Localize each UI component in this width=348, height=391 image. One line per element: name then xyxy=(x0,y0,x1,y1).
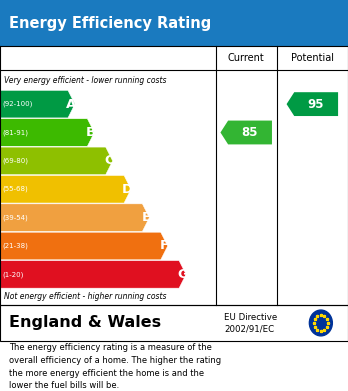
Text: Very energy efficient - lower running costs: Very energy efficient - lower running co… xyxy=(4,75,167,85)
Text: F: F xyxy=(160,240,169,253)
Polygon shape xyxy=(221,120,272,144)
Text: (1-20): (1-20) xyxy=(3,271,24,278)
Bar xyxy=(0,305,348,341)
Text: The energy efficiency rating is a measure of the
overall efficiency of a home. T: The energy efficiency rating is a measur… xyxy=(9,343,221,391)
Text: (69-80): (69-80) xyxy=(3,158,29,164)
Polygon shape xyxy=(287,92,338,116)
Text: England & Wales: England & Wales xyxy=(9,316,161,330)
Polygon shape xyxy=(0,147,113,175)
Text: (39-54): (39-54) xyxy=(3,214,29,221)
Text: 95: 95 xyxy=(308,98,324,111)
Text: (81-91): (81-91) xyxy=(3,129,29,136)
Polygon shape xyxy=(0,90,75,118)
Text: D: D xyxy=(122,183,133,196)
Text: Current: Current xyxy=(228,53,264,63)
Text: A: A xyxy=(66,98,77,111)
Text: (55-68): (55-68) xyxy=(3,186,29,192)
Text: 85: 85 xyxy=(242,126,258,139)
Bar xyxy=(0,0,348,46)
Text: (21-38): (21-38) xyxy=(3,243,29,249)
Text: E: E xyxy=(141,211,150,224)
Bar xyxy=(0,46,348,70)
Circle shape xyxy=(309,310,332,336)
Text: Potential: Potential xyxy=(291,53,334,63)
Text: C: C xyxy=(104,154,114,167)
Text: G: G xyxy=(177,268,188,281)
Polygon shape xyxy=(0,176,131,203)
Bar xyxy=(0,70,348,305)
Text: (92-100): (92-100) xyxy=(3,101,33,108)
Polygon shape xyxy=(0,119,94,146)
Text: Energy Efficiency Rating: Energy Efficiency Rating xyxy=(9,16,211,30)
Polygon shape xyxy=(0,204,149,231)
Polygon shape xyxy=(0,232,168,260)
Text: B: B xyxy=(86,126,96,139)
Polygon shape xyxy=(0,260,186,288)
Text: EU Directive
2002/91/EC: EU Directive 2002/91/EC xyxy=(224,312,278,334)
Text: Not energy efficient - higher running costs: Not energy efficient - higher running co… xyxy=(4,292,167,301)
